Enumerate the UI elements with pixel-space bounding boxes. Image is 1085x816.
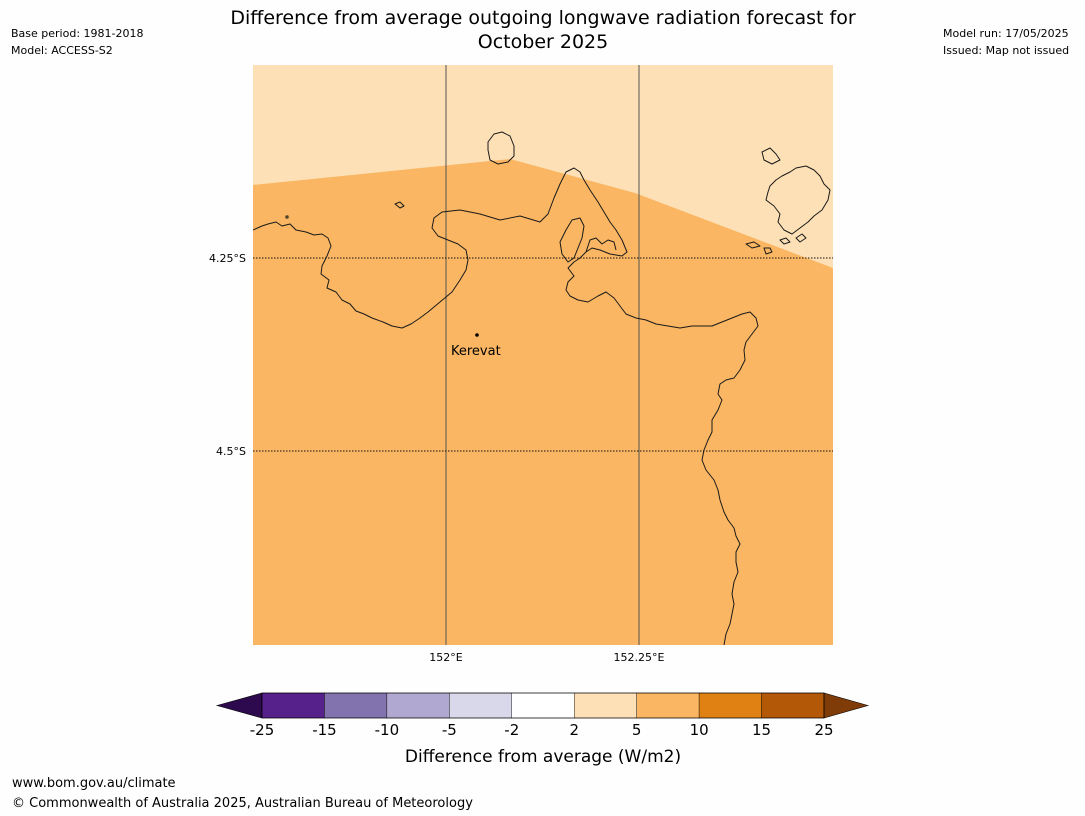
coastline-duke-of-york-north xyxy=(761,147,781,165)
coastlines xyxy=(253,131,831,645)
kerevat-label: Kerevat xyxy=(451,344,501,359)
coastline-islet-e xyxy=(779,237,791,245)
colorbar-cell xyxy=(386,692,450,719)
lon-label-152-25e: 152.25°E xyxy=(614,651,665,664)
coastline-crater-peninsula xyxy=(559,217,585,263)
footer: www.bom.gov.au/climate © Commonwealth of… xyxy=(12,774,473,814)
lat-label-4-5s: 4.5°S xyxy=(216,445,246,458)
map-panel[interactable]: Kerevat xyxy=(253,65,833,645)
footer-url[interactable]: www.bom.gov.au/climate xyxy=(12,776,176,791)
colorbar-tick-label: -5 xyxy=(442,721,457,739)
colorbar-cell xyxy=(449,692,512,719)
lat-label-4-25s: 4.25°S xyxy=(209,252,246,265)
map-title: Difference from average outgoing longwav… xyxy=(143,6,943,54)
colorbar-outline xyxy=(261,692,825,719)
kerevat-marker xyxy=(475,333,479,337)
colorbar-label: Difference from average (W/m2) xyxy=(405,747,681,767)
colorbar-cell xyxy=(261,692,325,719)
colorbar-cell xyxy=(511,692,575,719)
footer-copyright: © Commonwealth of Australia 2025, Austra… xyxy=(12,796,473,811)
colorbar-tick-label: -15 xyxy=(312,721,337,739)
colorbar-tick-label: 5 xyxy=(632,721,642,739)
base-period-text: Base period: 1981-2018 xyxy=(11,27,144,40)
issued-text: Issued: Map not issued xyxy=(943,44,1070,57)
map-title-line-2: October 2025 xyxy=(477,31,609,53)
colorbar-tick-label: 25 xyxy=(814,721,833,739)
coastline-islet-b xyxy=(285,215,289,219)
colorbar-extend-low xyxy=(215,692,263,719)
map-title-line-1: Difference from average outgoing longwav… xyxy=(230,7,856,29)
anomaly-region-2-to-5 xyxy=(253,65,833,268)
header-metadata-right: Model run: 17/05/2025 Issued: Map not is… xyxy=(943,25,1069,59)
coastline-gazelle-peninsula xyxy=(253,167,759,645)
model-run-text: Model run: 17/05/2025 xyxy=(943,27,1069,40)
lon-label-152e: 152°E xyxy=(429,651,462,664)
colorbar-tick-label: 10 xyxy=(690,721,709,739)
colorbar-cell xyxy=(636,692,700,719)
model-text: Model: ACCESS-S2 xyxy=(11,44,113,57)
colorbar-extend-high xyxy=(823,692,870,719)
coastline-islet-c xyxy=(745,241,761,249)
colorbar-cell xyxy=(698,692,762,719)
colorbar-tick-label: 15 xyxy=(752,721,771,739)
coastline-islet-d xyxy=(763,247,773,255)
header-metadata-left: Base period: 1981-2018 Model: ACCESS-S2 xyxy=(11,25,143,59)
colorbar: -25 -15 -10 -5 -2 2 5 10 15 25 Difference from av… xyxy=(215,692,870,767)
colorbar-tick-label: -2 xyxy=(504,721,519,739)
colorbar-tick-label: 2 xyxy=(569,721,579,739)
coastline-islet-f xyxy=(795,233,807,243)
coastline-duke-of-york-main xyxy=(765,165,831,235)
coastline-bay-inlet xyxy=(585,237,617,253)
colorbar-tick-label: -25 xyxy=(250,721,275,739)
coastline-watom-island xyxy=(487,131,515,165)
colorbar-cell xyxy=(761,692,825,719)
coastline-islet-a xyxy=(394,201,405,209)
colorbar-cell xyxy=(574,692,637,719)
colorbar-cell xyxy=(324,692,388,719)
colorbar-tick-label: -10 xyxy=(375,721,400,739)
